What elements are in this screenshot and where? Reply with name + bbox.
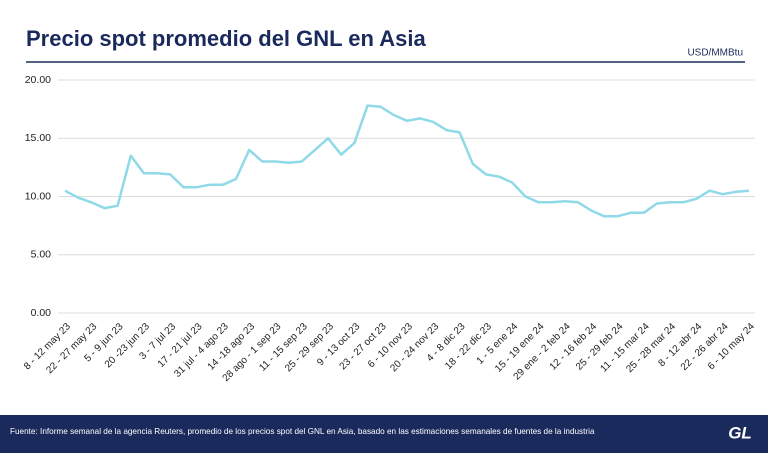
y-tick-label: 20.00 bbox=[25, 74, 51, 86]
y-tick-label: 5.00 bbox=[31, 249, 52, 261]
chart-title: Precio spot promedio del GNL en Asia bbox=[26, 26, 427, 51]
y-tick-label: 10.00 bbox=[25, 190, 51, 202]
data-line bbox=[64, 104, 750, 218]
y-tick-label: 0.00 bbox=[31, 307, 52, 319]
y-tick-label: 15.00 bbox=[25, 132, 51, 144]
logo: GL bbox=[728, 423, 752, 442]
footer-bar bbox=[0, 415, 768, 453]
source-note: Fuente: Informe semanal de la agencia Re… bbox=[10, 427, 595, 436]
unit-label: USD/MMBtu bbox=[687, 48, 743, 59]
x-tick-label: 6 - 10 may 24 bbox=[706, 321, 757, 372]
